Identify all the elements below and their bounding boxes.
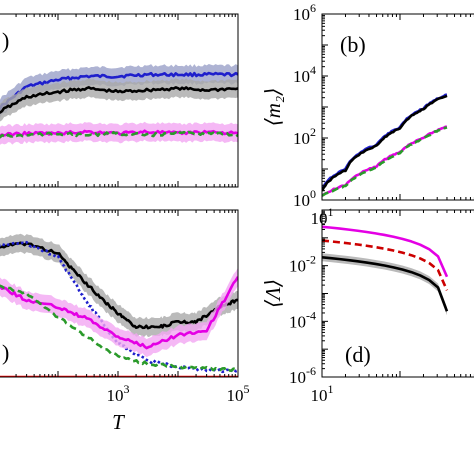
series-line [322, 225, 449, 278]
tick-exp: 2 [310, 125, 316, 139]
series-line [0, 86, 238, 114]
series-line [0, 284, 238, 373]
tick-exp: 6 [310, 1, 316, 15]
y-tick-label: 100 [293, 187, 316, 210]
series-line [322, 93, 448, 190]
tick-base: 10 [289, 257, 306, 276]
y-tick-label: 10-4 [289, 308, 316, 331]
x-tick-label: 103 [107, 382, 130, 405]
tick-exp: -2 [306, 253, 316, 267]
tick-exp: -4 [306, 308, 316, 322]
tick-exp: 4 [310, 63, 316, 77]
plot-area [322, 225, 449, 316]
panel-label: (d) [345, 342, 371, 367]
tick-base: 10 [293, 5, 310, 24]
tick-base: 10 [227, 386, 244, 405]
x-axis-label: T [112, 410, 125, 434]
tick-base: 10 [289, 312, 306, 331]
x-tick-label: 101 [311, 382, 334, 405]
series-band [0, 64, 238, 118]
tick-base: 10 [289, 368, 306, 387]
tick-base: 10 [293, 129, 310, 148]
tick-exp: 3 [124, 382, 130, 396]
y-tick-label: 104 [293, 63, 316, 86]
series-band [322, 253, 447, 316]
tick-base: 10 [293, 191, 310, 210]
tick-exp: 1 [328, 205, 334, 219]
panel-a: ) [0, 13, 239, 188]
tick-exp: -6 [306, 364, 316, 378]
y-axis-label: ⟨Λ⟩ [261, 279, 285, 308]
y-tick-label: 10-2 [289, 253, 316, 276]
series-line [322, 126, 448, 197]
series-line [322, 94, 448, 192]
plot-area [322, 93, 448, 197]
y-tick-label: 10-6 [289, 364, 316, 387]
series-line [0, 71, 238, 111]
tick-exp: 0 [310, 187, 316, 201]
tick-base: 10 [311, 386, 328, 405]
y-axis-label: ⟨m₂⟩ [261, 88, 285, 127]
plot-area [0, 64, 238, 145]
plot-area [0, 233, 238, 377]
x-tick-label: 101 [311, 205, 334, 228]
series-line [0, 240, 238, 374]
tick-exp: 1 [328, 382, 334, 396]
tick-base: 10 [311, 209, 328, 228]
tick-base: 10 [293, 67, 310, 86]
panel-label: (b) [340, 32, 366, 57]
x-tick-label: 105 [227, 382, 250, 405]
series-line [322, 255, 449, 312]
series-band [0, 233, 238, 338]
tick-base: 10 [107, 386, 124, 405]
y-tick-label: 102 [293, 125, 316, 148]
tick-exp: 5 [244, 382, 250, 396]
panel-label: ) [2, 28, 9, 53]
y-tick-label: 106 [293, 1, 316, 24]
series-line [0, 241, 238, 330]
panel-label: ) [2, 340, 9, 365]
